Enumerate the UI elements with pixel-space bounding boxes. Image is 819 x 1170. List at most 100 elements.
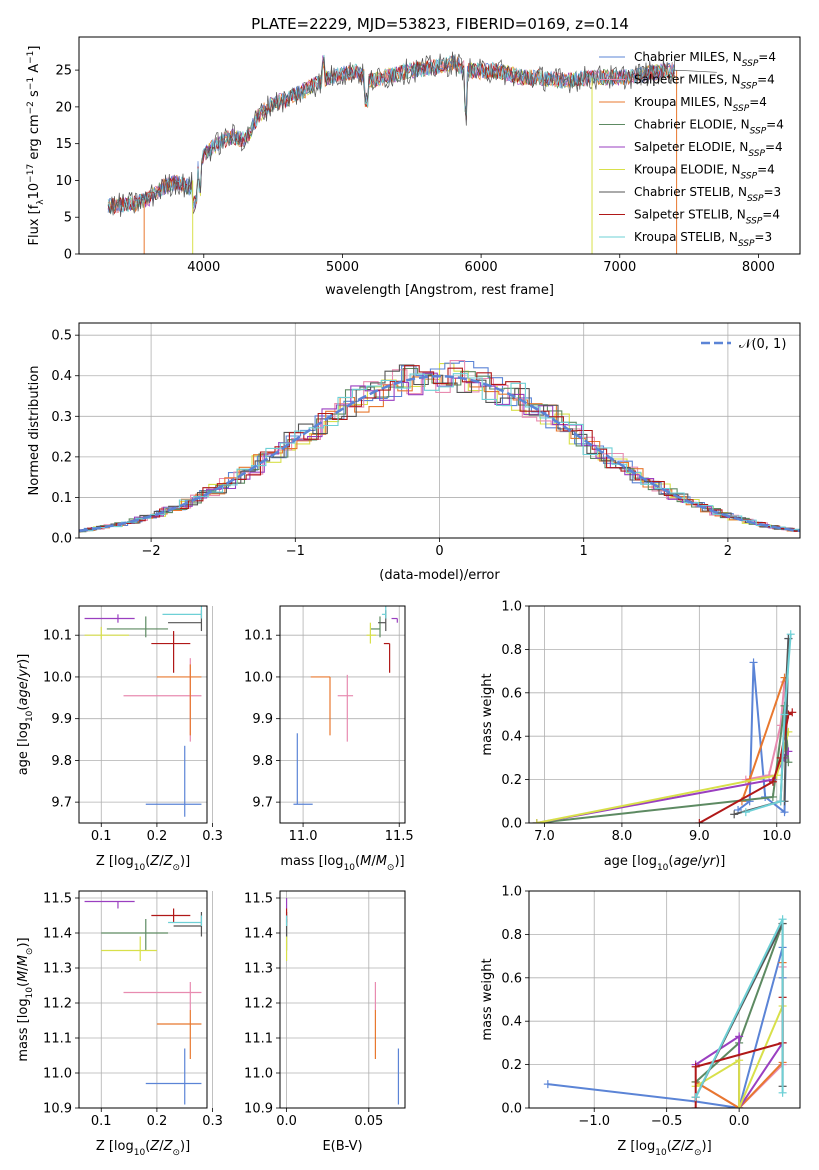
plot-area [543,915,787,1108]
y-tick-label: 11.0 [43,1067,72,1082]
spectrum-extra-segment [672,69,717,73]
errorbar-point-salpeter_stelib [151,908,191,923]
y-tick-label: 9.9 [252,712,273,727]
y-axis-label: age [log10(age/yr)] [16,654,35,776]
legend-label: Salpeter STELIB, NSSP=4 [634,208,780,227]
y-tick-label: 0.0 [51,532,72,547]
y-tick-label: 9.8 [252,754,273,769]
x-tick-label: 6000 [465,260,498,275]
axes-weight_vs_age: 7.0 8.0 9.0 10.0 0.0 0.2 0.4 0.6 0.8 1.0 age [log1… [480,600,801,873]
y-tick-label: 10.1 [43,629,72,644]
x-tick-label: 7.0 [534,829,555,844]
x-tick-label: 0.1 [91,1114,112,1129]
weight-line [695,1005,784,1108]
y-tick-label: 0.2 [501,773,522,788]
histogram-kroupa_stelib [79,373,800,533]
errorbar-point-chabrier_elodie [370,616,381,638]
x-tick-label: 8000 [742,260,775,275]
x-tick-label: 9.0 [689,829,710,844]
x-tick-label: 0.2 [147,829,168,844]
y-axis-label: mass weight [480,673,495,755]
axes-mass_vs_Z: 0.1 0.2 0.3 10.9 11.0 11.1 11.2 11.3 11.4 11.5 Z [… [16,890,223,1158]
axes-frame [279,890,406,1109]
y-tick-label: 11.2 [244,997,273,1012]
y-tick-label: 0.8 [501,928,522,943]
x-tick-label: 0 [435,544,443,559]
axes-age_vs_Z: 0.1 0.2 0.3 9.7 9.8 9.9 10.0 10.1 Z [log10(Z/Z⊙)… [16,605,223,873]
spectrum-line-chabrier_stelib [107,51,676,217]
x-tick-label: −2 [142,544,161,559]
axes-frame [78,605,208,824]
errorbar-point-kroupa_miles [156,1010,202,1059]
legend-label: Kroupa ELODIE, NSSP=4 [634,163,775,182]
plot-area [532,630,797,823]
x-axis-label: age [log10(age/yr)] [604,854,726,873]
x-axis-label: E(B-V) [322,1139,362,1154]
y-tick-label: 11.5 [244,892,273,907]
y-tick-label: 11.4 [244,927,273,942]
y-tick-label: 0.6 [501,971,522,986]
y-tick-label: 9.8 [51,754,72,769]
x-axis-label: Z [log10(Z/Z⊙)] [96,854,190,873]
errorbar-point-kroupa_stelib [168,915,203,926]
y-tick-label: 9.7 [252,796,273,811]
y-tick-label: 5 [64,211,72,226]
y-tick-label: 0 [64,248,72,263]
x-tick-label: 0.05 [354,1114,383,1129]
y-axis-label: Flux [fλ10−17 erg cm−2 s−1 A−1] [26,46,46,246]
spectrum-legend: Chabrier MILES, NSSP=4 Salpeter MILES, NS… [599,50,784,249]
y-tick-label: 0.0 [501,817,522,832]
errorbar-point-salpeter_stelib [151,631,191,673]
plot-area [79,360,800,533]
y-tick-label: 0.4 [51,369,72,384]
y-tick-label: 11.5 [43,892,72,907]
y-tick-label: 9.9 [51,712,72,727]
errorbar-point-chabrier_miles [145,1048,202,1105]
errorbar-point-salpeter_elodie [84,614,135,623]
spectrum-line-chabrier_miles [107,54,676,213]
y-tick-label: 0.8 [501,643,522,658]
y-tick-label: 11.4 [43,927,72,942]
weight-line [547,947,784,1108]
errorbar-point-chabrier_stelib [378,610,387,632]
spectrum-line-kroupa_stelib [107,54,676,215]
x-axis-label: (data-model)/error [379,568,500,583]
errorbar-point-salpeter_elodie [391,617,398,623]
x-tick-label: −1.0 [578,1114,610,1129]
x-tick-label: −0.5 [651,1114,683,1129]
axes-frame [528,890,801,1109]
x-axis-label: Z [log10(Z/Z⊙)] [617,1139,711,1158]
y-axis-label: Normed distribution [27,366,42,496]
y-tick-label: 25 [55,64,72,79]
y-tick-label: 11.0 [244,1067,273,1082]
y-tick-label: 11.1 [244,1032,273,1047]
y-tick-label: 10.0 [244,670,273,685]
y-tick-label: 15 [55,137,72,152]
y-tick-label: 20 [55,100,72,115]
plot-area [293,606,398,805]
x-tick-label: 0.0 [276,1114,297,1129]
errorbar-point-kroupa_miles [310,676,331,736]
weight-line [745,681,786,781]
weight-series-kroupa_stelib [691,915,787,1102]
legend-label: Chabrier MILES, NSSP=4 [634,50,776,69]
x-tick-label: 0.0 [729,1114,750,1129]
plot-area [107,51,717,254]
y-tick-label: 0.3 [51,410,72,425]
x-tick-label: 0.1 [91,829,112,844]
x-tick-label: 4000 [187,260,220,275]
y-axis-label: mass [log10(M/M⊙)] [16,937,35,1061]
axes-frame [279,605,406,824]
axes-frame [78,36,801,255]
axes-frame [528,605,801,824]
axes-residuals: −2 −1 0 1 2 0.0 0.1 0.2 0.3 0.4 0.5 𝒩(0, 1) (data-mo… [27,322,801,583]
plot-area [84,900,203,1105]
x-tick-label: −1 [286,544,305,559]
x-tick-label: 8.0 [612,829,633,844]
x-axis-label: Z [log10(Z/Z⊙)] [96,1139,190,1158]
errorbar-point-salpeter_stelib [383,642,391,673]
x-tick-label: 0.2 [147,1114,168,1129]
x-tick-label: 0.3 [202,829,223,844]
axes-mass_vs_ebv: 0.0 0.05 10.9 11.0 11.1 11.2 11.3 11.4 11.5 E(B-V… [244,890,406,1154]
